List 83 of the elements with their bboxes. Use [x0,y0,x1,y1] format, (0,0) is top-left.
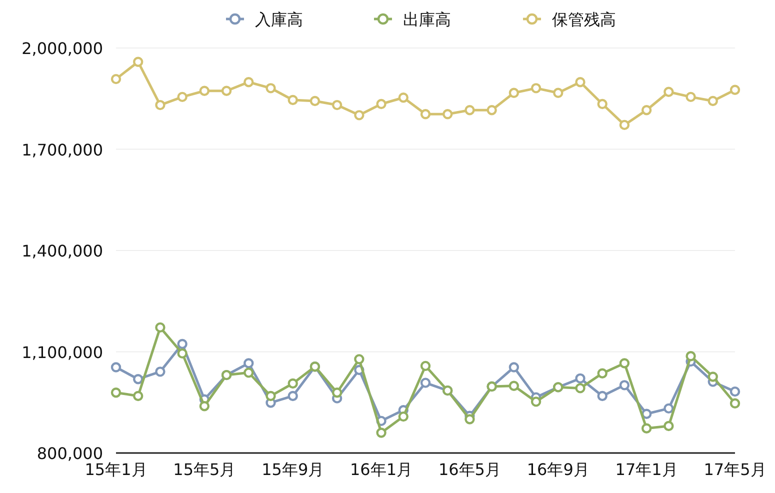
legend-label: 出庫高 [403,10,451,29]
point [664,420,674,432]
point [310,96,320,106]
point [110,362,122,372]
point [155,322,166,333]
point [641,423,652,434]
point [354,110,364,120]
point [288,390,298,402]
y-tick-label: 1,700,000 [22,140,103,160]
point [575,76,586,88]
point [376,428,386,438]
legend-label: 保管残高 [552,10,616,29]
point [619,120,630,130]
point [597,368,608,378]
point [221,86,232,96]
point [641,105,652,116]
point [133,374,144,384]
point [266,390,276,402]
point [619,358,630,368]
point [133,56,144,67]
point [398,92,408,103]
point [376,98,386,110]
point [155,366,166,377]
point [708,372,718,382]
point [575,373,586,384]
point [332,387,342,398]
point [530,83,542,94]
y-tick-label: 1,100,000 [22,342,103,362]
point [177,92,188,102]
x-tick-label: 15年5月 [173,460,236,479]
point [641,408,652,419]
point [244,358,254,368]
point [133,390,144,402]
x-tick-label: 15年1月 [84,460,148,479]
point [288,94,298,106]
point [354,354,364,364]
x-tick-label: 16年9月 [526,460,590,479]
point [508,380,520,391]
point [420,378,431,388]
point [177,348,188,359]
point [553,88,564,98]
point [508,88,520,98]
point [664,86,674,97]
point [332,100,342,110]
legend-label: 入庫高 [255,10,303,29]
point [619,380,630,390]
point [664,403,674,414]
point [486,105,497,116]
point [686,92,696,102]
point [508,362,520,372]
point [730,84,740,95]
point [110,74,122,84]
y-tick-label: 2,000,000 [22,39,103,58]
point [155,100,166,110]
point [730,386,740,397]
x-tick-label: 17年1月 [615,460,678,479]
point [244,76,254,88]
point [199,86,210,96]
x-tick-label: 15年9月 [262,460,324,479]
point [597,390,608,402]
point [398,411,408,422]
y-tick-label: 1,400,000 [22,242,103,260]
point [177,338,188,350]
point [110,387,122,398]
point [442,109,453,120]
point [575,383,586,394]
point [730,398,740,408]
point [420,360,431,372]
point [199,400,210,412]
point [244,368,254,378]
y-tick-label: 800,000 [36,444,103,463]
point [686,351,696,362]
point [266,83,276,94]
point [597,98,608,110]
point [708,96,718,106]
point [464,414,475,424]
x-tick-label: 16年5月 [438,460,501,479]
point [288,378,298,389]
x-tick-label: 16年1月 [350,460,413,479]
point [420,109,431,120]
point [530,396,542,407]
point [464,105,475,116]
x-tick-label: 17年5月 [704,460,766,479]
